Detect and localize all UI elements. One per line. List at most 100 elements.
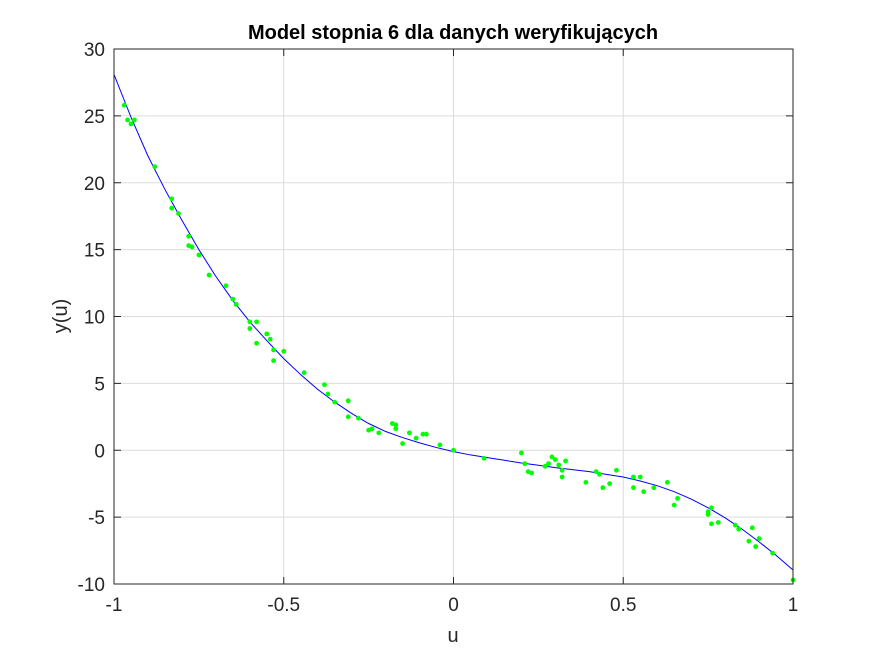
x-tick-label: 1 [788, 595, 799, 616]
data-point [345, 414, 351, 420]
y-tick-label: 10 [84, 308, 105, 329]
data-point [631, 474, 636, 480]
data-point [651, 485, 657, 491]
data-point [607, 481, 613, 487]
data-point [125, 117, 130, 123]
y-tick-label: 20 [84, 174, 105, 195]
data-point [254, 319, 259, 325]
data-point [345, 398, 351, 404]
data-point [254, 340, 259, 346]
data-point [559, 474, 565, 480]
data-point [281, 348, 287, 354]
data-point [376, 430, 382, 436]
data-point [614, 467, 619, 473]
y-tick-label: 5 [94, 374, 105, 395]
data-point [176, 211, 181, 216]
data-point [128, 121, 134, 127]
data-point [637, 474, 643, 480]
data-point [437, 442, 443, 448]
data-point [264, 331, 270, 337]
data-point [709, 521, 714, 527]
grid-lines [114, 49, 793, 584]
data-point [247, 319, 253, 325]
y-tick-labels: -10 -5 0 5 10 15 20 25 30 [78, 40, 105, 596]
data-point [715, 520, 721, 525]
data-point [600, 485, 606, 491]
data-point [233, 302, 239, 307]
data-point [593, 469, 599, 475]
data-point [413, 435, 419, 441]
y-tick-label: 0 [94, 441, 105, 462]
data-point [169, 196, 175, 202]
data-point [332, 399, 338, 405]
data-point [664, 479, 670, 485]
data-point [121, 102, 127, 108]
y-tick-label: -5 [88, 508, 105, 529]
data-point [556, 462, 562, 468]
data-point [641, 489, 647, 495]
data-point [169, 205, 175, 211]
y-axis-label: y(u) [50, 299, 72, 333]
data-point [583, 479, 589, 485]
data-point [549, 454, 555, 460]
chart-title: Model stopnia 6 dla danych weryfikującyc… [248, 22, 658, 44]
data-point [675, 496, 680, 501]
data-point [732, 522, 738, 528]
data-point [206, 272, 212, 278]
data-point [559, 467, 565, 473]
data-point [420, 431, 426, 437]
data-point [369, 426, 375, 432]
x-tick-labels: -1 -0.5 0 0.5 1 [106, 595, 799, 616]
data-point [271, 358, 276, 364]
data-point [325, 391, 331, 397]
y-tick-label: 30 [84, 40, 105, 61]
data-points-layer [121, 102, 796, 583]
data-point [247, 326, 253, 331]
x-tick-label: 0 [448, 595, 459, 616]
y-tick-label: 15 [84, 241, 105, 262]
data-point [223, 283, 229, 289]
data-point [519, 450, 524, 456]
x-tick-label: 0.5 [610, 595, 636, 616]
data-point [451, 447, 456, 453]
data-point [542, 463, 548, 469]
data-point [522, 461, 528, 467]
y-tick-label: 25 [84, 107, 105, 128]
data-point [267, 336, 273, 342]
data-point [406, 430, 412, 436]
data-point [356, 415, 361, 421]
data-point [736, 526, 742, 532]
data-point [749, 525, 755, 531]
x-tick-label: -1 [106, 595, 123, 616]
data-point [705, 512, 711, 517]
data-point [529, 470, 534, 476]
data-point [563, 458, 568, 464]
data-point [423, 431, 429, 437]
data-point [631, 485, 636, 491]
data-point [301, 370, 307, 376]
data-point [131, 117, 137, 123]
data-point [746, 538, 752, 544]
data-point [152, 164, 158, 170]
data-point [393, 422, 399, 428]
data-point [189, 244, 195, 250]
data-point [756, 536, 762, 541]
data-point [400, 441, 405, 446]
data-point [230, 296, 236, 302]
data-point [597, 471, 602, 477]
data-point [709, 505, 714, 511]
y-tick-label: -10 [78, 575, 105, 596]
data-point [481, 455, 487, 461]
data-point [322, 382, 327, 388]
data-point [196, 252, 202, 258]
data-point [271, 347, 276, 353]
data-point [186, 233, 192, 239]
data-point [770, 550, 776, 556]
x-axis-label: u [447, 625, 458, 647]
data-point [546, 461, 551, 467]
data-point [753, 544, 759, 549]
axis-ticks [113, 48, 794, 585]
data-point [671, 502, 677, 508]
x-tick-label: -0.5 [267, 595, 300, 616]
